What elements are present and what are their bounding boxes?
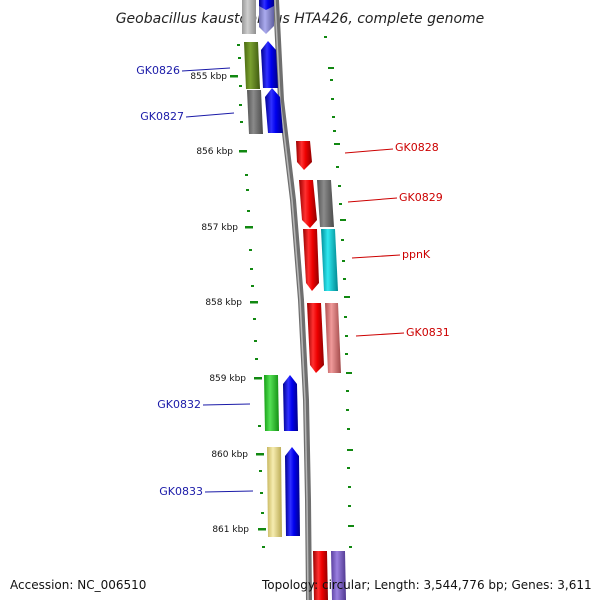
- gk0832-arrow: [283, 375, 298, 431]
- tick-label-856: 856 kbp: [196, 147, 233, 157]
- tick-label-855: 855 kbp: [190, 72, 227, 82]
- leader-gk0833: [204, 490, 254, 493]
- tick-858: [250, 301, 258, 304]
- gene-gk0827[interactable]: [247, 88, 283, 134]
- gene-partial-top[interactable]: [242, 0, 274, 34]
- right-ruler: [324, 36, 354, 548]
- tick-859: [254, 377, 262, 380]
- gene-gk0833[interactable]: [267, 447, 300, 537]
- gene-arrow-blue-top: [259, 0, 274, 10]
- tick-label-861: 861 kbp: [212, 525, 249, 535]
- gk0832-homolog-block: [264, 375, 279, 431]
- gk0829-arrow: [299, 180, 317, 228]
- gene-gk0832[interactable]: [264, 375, 298, 431]
- tick-label-860: 860 kbp: [211, 450, 248, 460]
- gene-label-gk0826[interactable]: GK0826: [136, 64, 180, 77]
- gene-gk0826[interactable]: [244, 41, 278, 89]
- ppnk-homolog-block: [321, 229, 338, 291]
- gene-label-gk0831[interactable]: GK0831: [406, 326, 450, 339]
- gk0827-homolog-block: [247, 90, 263, 134]
- gene-gk0831[interactable]: [307, 303, 341, 373]
- tick-label-858: 858 kbp: [205, 298, 242, 308]
- gk0831-arrow: [307, 303, 324, 373]
- topology-text: Topology: circular; Length: 3,544,776 bp…: [262, 578, 592, 592]
- gk0828-arrow: [296, 141, 312, 170]
- gene-label-ppnk[interactable]: ppnK: [402, 248, 431, 261]
- gene-label-gk0827[interactable]: GK0827: [140, 110, 184, 123]
- gk0829-homolog-block: [317, 180, 334, 227]
- gene-label-gk0832[interactable]: GK0832: [157, 398, 201, 411]
- gene-ppnk[interactable]: [303, 229, 338, 291]
- gene-gk0828[interactable]: [296, 141, 312, 170]
- tick-860: [256, 453, 264, 456]
- gene-arrow-paleblue-top: [259, 0, 274, 34]
- leader-gk0831: [355, 332, 405, 337]
- left-ruler: [237, 44, 265, 548]
- tick-855: [230, 75, 238, 78]
- gk0827-arrow: [265, 88, 283, 133]
- leader-gk0826: [181, 67, 231, 72]
- map-title: Geobacillus kaustophilus HTA426, complet…: [116, 11, 485, 27]
- leader-ppnk: [351, 254, 401, 259]
- gene-label-gk0833[interactable]: GK0833: [159, 485, 203, 498]
- gene-partial-bottom[interactable]: [313, 551, 346, 600]
- leader-gk0829: [347, 197, 398, 203]
- gene-label-gk0829[interactable]: GK0829: [399, 191, 443, 204]
- leader-gk0827: [185, 112, 235, 118]
- accession-text: Accession: NC_006510: [10, 578, 147, 592]
- tick-label-857: 857 kbp: [201, 223, 238, 233]
- major-ticks: [230, 75, 266, 531]
- gk0826-arrow: [261, 41, 278, 88]
- genome-backbone: [273, 0, 312, 600]
- tick-856: [239, 150, 247, 153]
- gk0826-homolog-block: [244, 42, 260, 89]
- leader-gk0828: [344, 148, 394, 154]
- gene-gk0829[interactable]: [299, 180, 334, 228]
- tick-857: [245, 226, 253, 229]
- gk0831-homolog-block: [325, 303, 341, 373]
- leader-gk0832: [202, 403, 251, 406]
- gene-arrow-red-bottom: [313, 551, 328, 600]
- gene-block-gray-top: [242, 0, 256, 34]
- gene-label-gk0828[interactable]: GK0828: [395, 141, 439, 154]
- gk0833-homolog-block: [267, 447, 282, 537]
- gk0833-arrow: [285, 447, 300, 536]
- tick-label-859: 859 kbp: [209, 374, 246, 384]
- gene-block-purple-bottom: [331, 551, 346, 600]
- tick-861: [258, 528, 266, 531]
- ppnk-arrow: [303, 229, 319, 291]
